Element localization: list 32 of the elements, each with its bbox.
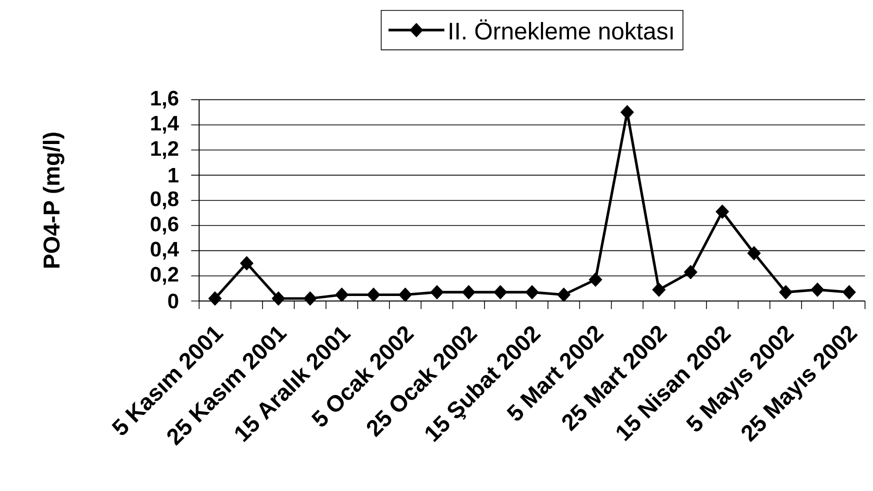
point (462, 284, 476, 300)
y-tick-label: 0,8 (150, 191, 178, 210)
point (240, 256, 254, 270)
point (652, 282, 666, 297)
y-tick-label: 1,2 (151, 140, 178, 159)
point (588, 272, 602, 287)
point (430, 284, 444, 300)
y-tick-label: 0,4 (150, 242, 179, 260)
point (747, 246, 761, 260)
point (303, 291, 317, 306)
y-tick-label: 0,2 (150, 266, 178, 285)
point (684, 264, 698, 280)
point (810, 282, 824, 297)
point (366, 287, 380, 302)
y-tick-label: 1 (168, 168, 178, 182)
point (620, 104, 634, 120)
point (716, 204, 730, 219)
y-tick-label: 1,6 (151, 90, 178, 108)
point (494, 284, 508, 300)
point (398, 287, 412, 302)
point (557, 287, 571, 302)
y-tick-label: 1,4 (151, 116, 179, 134)
y-tick-label: 0,6 (150, 216, 178, 234)
y-tick-label: 0 (168, 293, 178, 308)
y-axis-title: PO4-P (mg/l) (42, 132, 64, 268)
point (335, 287, 349, 302)
point (208, 291, 222, 306)
legend-label: II. Örnekleme noktası (450, 19, 673, 40)
point (272, 291, 286, 306)
point (525, 284, 539, 300)
point (842, 284, 856, 300)
point (778, 284, 793, 300)
